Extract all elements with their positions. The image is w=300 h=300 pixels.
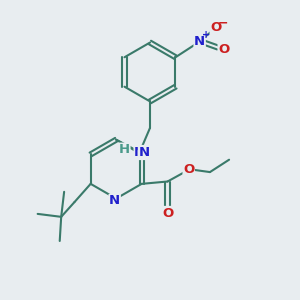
Text: N: N [109, 194, 120, 207]
Text: O: O [162, 206, 173, 220]
Text: O: O [218, 43, 230, 56]
Text: N: N [138, 146, 150, 159]
Text: −: − [218, 16, 228, 29]
Text: O: O [210, 21, 221, 34]
Text: H: H [119, 143, 130, 156]
Text: +: + [202, 30, 210, 40]
Text: N: N [194, 34, 205, 48]
Text: N: N [134, 146, 145, 159]
Text: O: O [183, 163, 194, 176]
